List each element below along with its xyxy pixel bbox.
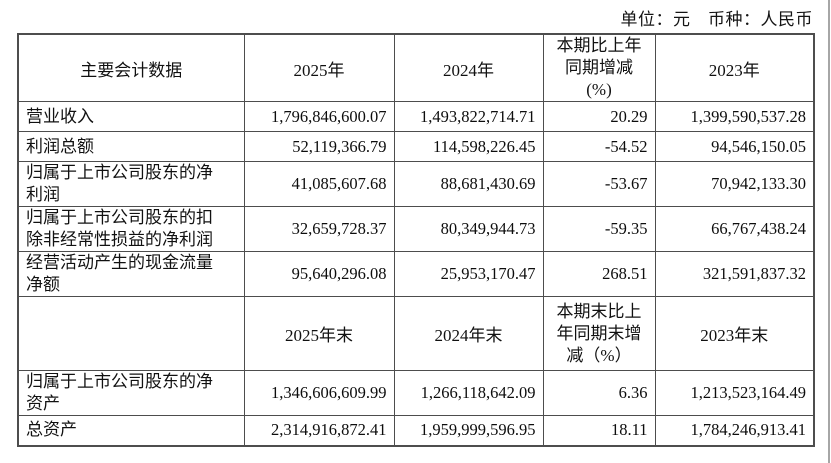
value-2025: 95,640,296.08 bbox=[243, 251, 395, 297]
value-2024: 88,681,430.69 bbox=[393, 161, 544, 207]
row-label: 利润总额 bbox=[17, 131, 245, 162]
row-label: 经营活动产生的现金流量 净额 bbox=[17, 251, 245, 297]
value-2023: 66,767,438.24 bbox=[654, 206, 815, 252]
page-right-edge-line bbox=[828, 0, 830, 463]
value-2025: 41,085,607.68 bbox=[243, 161, 395, 207]
value-2025: 1,346,606,609.99 bbox=[243, 370, 395, 416]
unit-currency-note: 单位：元 币种：人民币 bbox=[620, 10, 813, 29]
value-change: -59.35 bbox=[542, 206, 656, 252]
header-period-change-line2: 同期增减 bbox=[565, 58, 633, 77]
value-2025: 2,314,916,872.41 bbox=[243, 415, 395, 446]
row-label: 归属于上市公司股东的净 利润 bbox=[17, 161, 245, 207]
value-2023: 1,784,246,913.41 bbox=[654, 415, 815, 446]
value-2023: 321,591,837.32 bbox=[654, 251, 815, 297]
value-change: 6.36 bbox=[542, 370, 656, 416]
header-empty-cell bbox=[17, 296, 245, 371]
value-change: 18.11 bbox=[542, 415, 656, 446]
value-2024: 80,349,944.73 bbox=[393, 206, 544, 252]
value-2023: 1,399,590,537.28 bbox=[654, 101, 815, 132]
header-year-2025: 2025年 bbox=[243, 33, 395, 102]
value-change: -53.67 bbox=[542, 161, 656, 207]
value-2025: 1,796,846,600.07 bbox=[243, 101, 395, 132]
period-header-row: 主要会计数据 2025年 2024年 本期比上年 同期增减 (%) 2023年 bbox=[17, 33, 815, 102]
row-label: 营业收入 bbox=[17, 101, 245, 132]
value-2024: 1,493,822,714.71 bbox=[393, 101, 544, 132]
table-row-net-profit-excl-nonrecurring: 归属于上市公司股东的扣 除非经常性损益的净利润 32,659,728.37 80… bbox=[17, 206, 815, 252]
header-period-change: 本期比上年 同期增减 (%) bbox=[542, 33, 656, 102]
table-row-operating-cash-flow: 经营活动产生的现金流量 净额 95,640,296.08 25,953,170.… bbox=[17, 251, 815, 297]
table-row-net-assets-attributable: 归属于上市公司股东的净 资产 1,346,606,609.99 1,266,11… bbox=[17, 370, 815, 416]
table-row-operating-revenue: 营业收入 1,796,846,600.07 1,493,822,714.71 2… bbox=[17, 101, 815, 132]
header-end-change-line2: 年同期末增 bbox=[556, 323, 642, 343]
table-row-net-profit-attributable: 归属于上市公司股东的净 利润 41,085,607.68 88,681,430.… bbox=[17, 161, 815, 207]
value-2024: 1,959,999,596.95 bbox=[393, 415, 544, 446]
header-end-2023: 2023年末 bbox=[654, 296, 815, 371]
period-end-header-row: 2025年末 2024年末 本期末比上 年同期末增 减（%） 2023年末 bbox=[17, 296, 815, 371]
row-label: 归属于上市公司股东的扣 除非经常性损益的净利润 bbox=[17, 206, 245, 252]
header-year-2024: 2024年 bbox=[393, 33, 544, 102]
header-period-change-line1: 本期比上年 bbox=[556, 36, 642, 55]
value-2025: 52,119,366.79 bbox=[243, 131, 395, 162]
header-metric-label: 主要会计数据 bbox=[17, 33, 245, 102]
table-row-total-assets: 总资产 2,314,916,872.41 1,959,999,596.95 18… bbox=[17, 415, 815, 446]
value-change: 20.29 bbox=[542, 101, 656, 132]
value-2023: 1,213,523,164.49 bbox=[654, 370, 815, 416]
header-end-change-line1: 本期末比上 bbox=[556, 301, 642, 321]
value-2024: 25,953,170.47 bbox=[393, 251, 544, 297]
key-accounting-data-table: 主要会计数据 2025年 2024年 本期比上年 同期增减 (%) 2023年 … bbox=[17, 33, 815, 447]
row-label: 归属于上市公司股东的净 资产 bbox=[17, 370, 245, 416]
header-period-change-line3: (%) bbox=[586, 80, 612, 99]
value-2023: 70,942,133.30 bbox=[654, 161, 815, 207]
header-end-change: 本期末比上 年同期末增 减（%） bbox=[542, 296, 656, 371]
header-end-2024: 2024年末 bbox=[393, 296, 544, 371]
header-end-2025: 2025年末 bbox=[243, 296, 395, 371]
value-2024: 1,266,118,642.09 bbox=[393, 370, 544, 416]
value-change: 268.51 bbox=[542, 251, 656, 297]
row-label: 总资产 bbox=[17, 415, 245, 446]
value-2023: 94,546,150.05 bbox=[654, 131, 815, 162]
table-row-total-profit: 利润总额 52,119,366.79 114,598,226.45 -54.52… bbox=[17, 131, 815, 162]
value-change: -54.52 bbox=[542, 131, 656, 162]
header-end-change-line3: 减（%） bbox=[566, 345, 632, 365]
value-2025: 32,659,728.37 bbox=[243, 206, 395, 252]
value-2024: 114,598,226.45 bbox=[393, 131, 544, 162]
header-year-2023: 2023年 bbox=[654, 33, 815, 102]
